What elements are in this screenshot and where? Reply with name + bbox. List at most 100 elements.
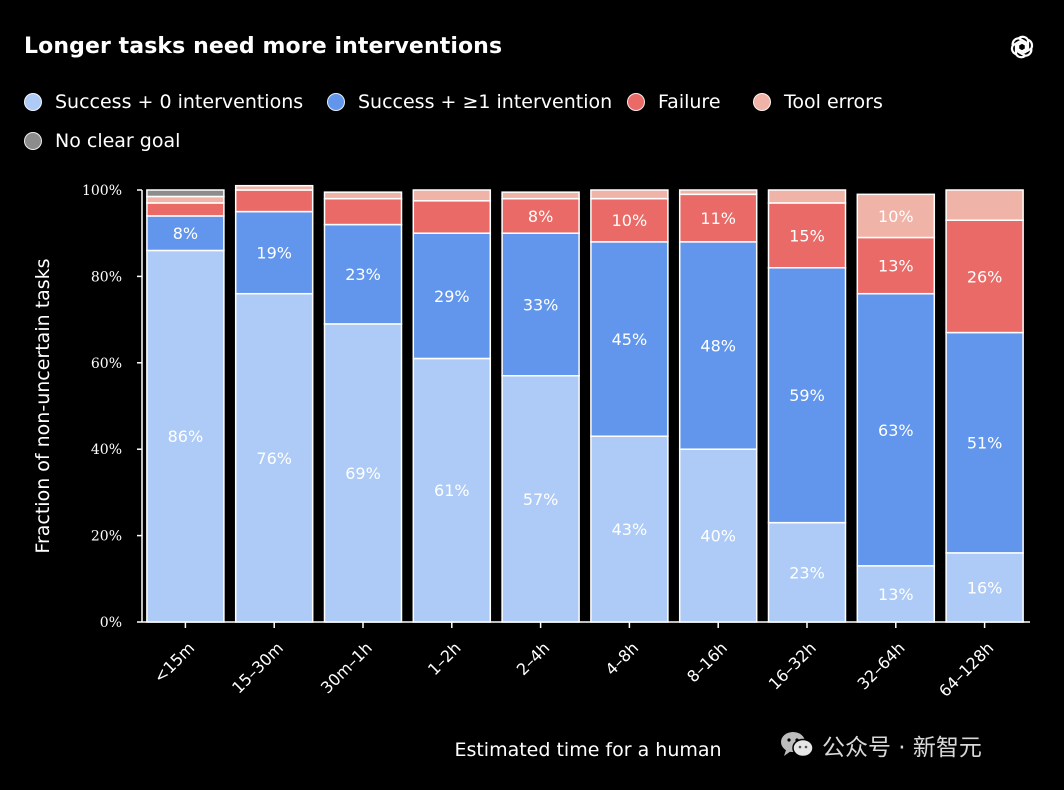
- bar-segment: [590, 197, 669, 243]
- legend-swatch: [24, 132, 42, 150]
- y-tick-label: 60%: [91, 356, 122, 372]
- x-axis-title: Estimated time for a human: [454, 739, 721, 761]
- bar-segment: [234, 189, 314, 213]
- y-tick-label: 20%: [91, 529, 122, 545]
- data-label: 63%: [878, 421, 914, 440]
- bar-segment: [412, 357, 492, 623]
- bar-segment: [501, 232, 580, 377]
- data-label: 45%: [612, 330, 648, 349]
- bar-segment: [945, 189, 1024, 221]
- data-label: 69%: [345, 464, 381, 483]
- data-label: 48%: [700, 337, 736, 356]
- data-label: 40%: [700, 527, 736, 546]
- x-tick-label: 64–128h: [935, 638, 997, 700]
- bar-segment: [678, 241, 758, 450]
- y-axis-title: Fraction of non-uncertain tasks: [32, 258, 54, 553]
- data-label: 29%: [434, 287, 470, 306]
- bar-segment: [501, 375, 580, 623]
- x-tick-label: 2–4h: [513, 638, 554, 679]
- legend-swatch: [327, 93, 345, 111]
- bar-segment: [146, 249, 225, 623]
- bar-segment: [590, 189, 669, 200]
- data-label: 57%: [523, 490, 559, 509]
- bar-segment: [234, 292, 314, 623]
- bar-segment: [501, 191, 580, 200]
- data-label: 61%: [434, 481, 470, 500]
- watermark-text: 公众号 · 新智元: [822, 735, 982, 761]
- data-label: 76%: [256, 449, 292, 468]
- bar-segment: [146, 195, 225, 204]
- x-tick-label: 15–30m: [228, 638, 287, 697]
- bar-segment: [945, 552, 1024, 623]
- bar-segment: [767, 189, 847, 204]
- data-label: 43%: [612, 520, 648, 539]
- data-label: 10%: [878, 207, 914, 226]
- data-label: 8%: [173, 224, 198, 243]
- y-tick-label: 80%: [91, 269, 122, 285]
- bar-segment: [323, 197, 403, 226]
- data-label: 8%: [528, 207, 553, 226]
- data-label: 23%: [789, 563, 825, 582]
- watermark: 公众号 · 新智元: [780, 728, 982, 762]
- legend-swatch: [627, 93, 645, 111]
- x-tick-label: 32–64h: [854, 638, 909, 693]
- legend-item-no-clear-goal: No clear goal: [24, 130, 180, 152]
- y-tick-label: 0%: [100, 615, 122, 631]
- legend-label: No clear goal: [55, 130, 181, 152]
- data-label: 23%: [345, 265, 381, 284]
- openai-logo-icon: [1010, 35, 1034, 59]
- bar-segment: [945, 219, 1024, 334]
- x-tick-label: 8–16h: [683, 638, 731, 686]
- bar-segment: [234, 184, 314, 191]
- bar-segment: [501, 197, 580, 234]
- legend-swatch: [753, 93, 771, 111]
- legend-item-success-1: Success + ≥1 intervention: [327, 91, 612, 113]
- x-tick-label: <15m: [150, 638, 198, 686]
- legend-item-failure: Failure: [627, 91, 721, 113]
- bar-segment: [767, 521, 847, 623]
- data-label: 13%: [878, 257, 914, 276]
- data-label: 51%: [967, 434, 1003, 453]
- data-label: 86%: [168, 427, 204, 446]
- x-tick-label: 30m–1h: [317, 638, 376, 697]
- bar-segment: [412, 200, 492, 234]
- bar-segment: [856, 193, 936, 239]
- data-label: 11%: [700, 209, 736, 228]
- bar-segment: [146, 202, 225, 217]
- bar-segment: [590, 241, 669, 437]
- legend-item-tool-errors: Tool errors: [753, 91, 883, 113]
- bar-segment: [323, 323, 403, 623]
- bar-segment: [856, 565, 936, 623]
- bar-segment: [412, 189, 492, 202]
- y-tick-label: 100%: [82, 183, 122, 199]
- data-label: 10%: [612, 211, 648, 230]
- bar-segment: [234, 210, 314, 295]
- bar-segment: [767, 202, 847, 269]
- legend-label: Tool errors: [784, 91, 883, 113]
- bar-segment: [856, 292, 936, 567]
- y-tick-label: 40%: [91, 442, 122, 458]
- x-tick-label: 4–8h: [602, 638, 643, 679]
- x-tick-label: 16–32h: [765, 638, 820, 693]
- legend-swatch: [24, 93, 42, 111]
- bar-segment: [146, 215, 225, 252]
- data-label: 16%: [967, 578, 1003, 597]
- bar-segment: [146, 189, 225, 198]
- legend-label: Success + 0 interventions: [55, 91, 304, 113]
- data-label: 26%: [967, 267, 1003, 286]
- bar-segment: [323, 191, 403, 200]
- x-tick-label: 1–2h: [424, 638, 465, 679]
- data-label: 33%: [523, 295, 559, 314]
- data-label: 59%: [789, 386, 825, 405]
- data-label: 13%: [878, 585, 914, 604]
- bar-segment: [412, 232, 492, 360]
- wechat-icon: [781, 732, 814, 758]
- bar-segment: [856, 236, 936, 295]
- legend-label: Success + ≥1 intervention: [358, 91, 613, 113]
- legend-label: Failure: [658, 91, 721, 113]
- legend-item-success-0: Success + 0 interventions: [24, 91, 303, 113]
- bar-segment: [678, 189, 758, 196]
- bar-segment: [323, 223, 403, 325]
